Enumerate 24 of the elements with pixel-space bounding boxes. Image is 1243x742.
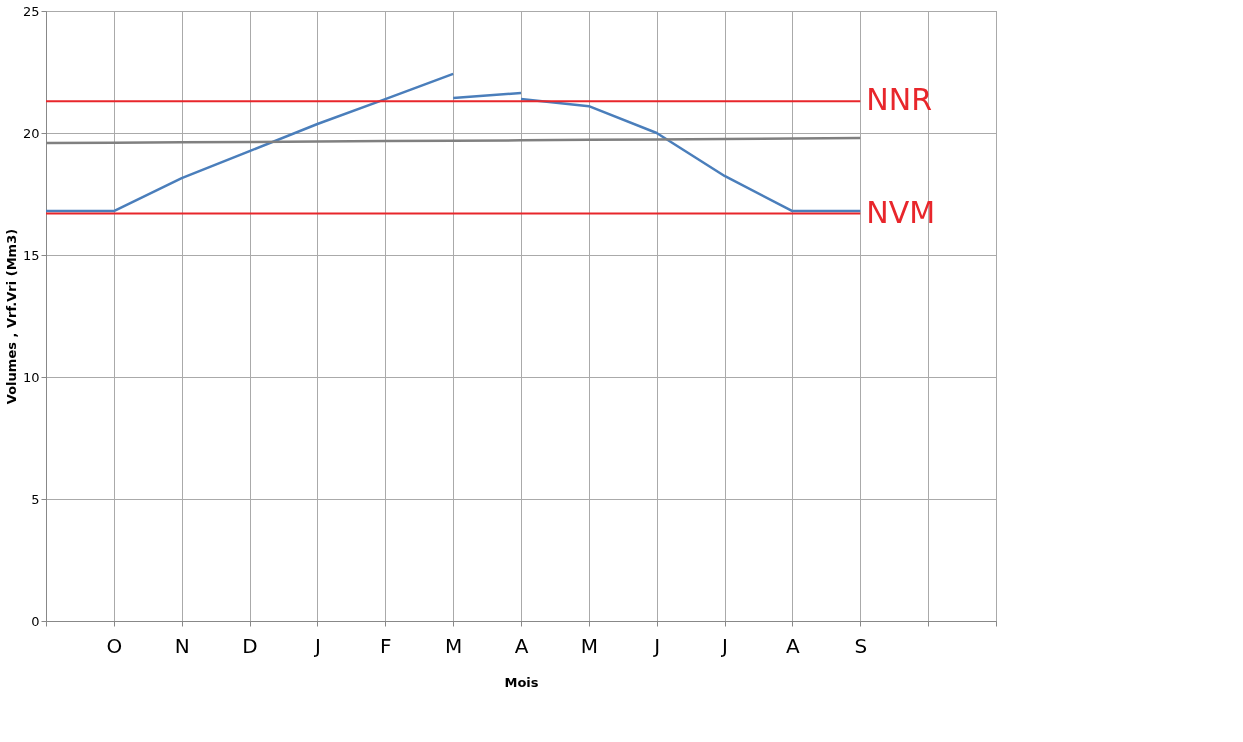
line-series xyxy=(519,97,862,213)
x-tick-label: J xyxy=(312,633,321,658)
x-tick-label: J xyxy=(720,633,729,658)
x-tick-label: A xyxy=(514,633,529,658)
ref-line-label: NVM xyxy=(866,194,936,230)
x-tick-label: M xyxy=(580,633,598,658)
y-axis-title: Volumes , Vrf.Vri (Mm3) xyxy=(3,228,19,405)
y-tick-label: 0 xyxy=(31,613,40,629)
x-tick-label: J xyxy=(652,633,661,658)
x-tick-label: S xyxy=(854,633,868,658)
x-tick-label: O xyxy=(106,633,123,658)
y-tick-label: 5 xyxy=(31,491,40,507)
y-tick-label: 25 xyxy=(22,3,40,19)
x-tick-label: N xyxy=(174,633,190,658)
y-tick-label: 15 xyxy=(22,247,40,263)
x-tick-label: A xyxy=(786,633,801,658)
x-tick-label: M xyxy=(445,633,463,658)
y-tick-label: 20 xyxy=(22,125,40,141)
x-tick-label: F xyxy=(380,633,392,658)
x-axis-title: Mois xyxy=(504,674,539,690)
ref-line-label: NNR xyxy=(866,82,933,118)
x-tick-label: D xyxy=(242,633,258,658)
y-tick-label: 10 xyxy=(22,369,40,385)
line-series xyxy=(44,72,455,213)
